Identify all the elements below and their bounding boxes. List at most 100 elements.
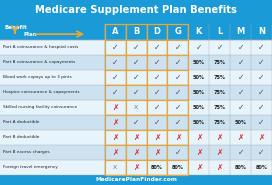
Text: 50%: 50%	[193, 60, 205, 65]
Bar	[147, 130, 168, 145]
Bar	[168, 40, 188, 55]
Text: ✗: ✗	[133, 148, 139, 157]
Bar	[126, 160, 147, 175]
Text: B: B	[133, 27, 139, 36]
Text: ✓: ✓	[133, 73, 139, 82]
Bar	[105, 55, 126, 70]
Bar	[168, 55, 188, 70]
Text: K: K	[196, 27, 202, 36]
Text: Benefit: Benefit	[4, 25, 27, 30]
Text: 80%: 80%	[235, 165, 247, 170]
Text: Part B coinsurance & copayments: Part B coinsurance & copayments	[3, 60, 76, 64]
Text: ✓: ✓	[175, 73, 181, 82]
Text: 75%: 75%	[214, 120, 226, 125]
Bar	[147, 145, 168, 160]
Text: X: X	[134, 105, 138, 110]
Text: ✓: ✓	[258, 88, 265, 97]
Text: ✓: ✓	[175, 103, 181, 112]
Bar	[126, 100, 147, 115]
Text: ✓: ✓	[237, 43, 244, 52]
Text: L: L	[217, 27, 222, 36]
Bar	[105, 100, 126, 115]
Bar	[0, 85, 272, 100]
Bar	[0, 145, 272, 160]
Bar	[0, 115, 272, 130]
Bar	[168, 85, 188, 100]
Bar	[147, 70, 168, 85]
Text: 50%: 50%	[193, 105, 205, 110]
Text: ✓: ✓	[258, 148, 265, 157]
Text: ✗: ✗	[258, 133, 265, 142]
Bar	[126, 55, 147, 70]
Text: ✗: ✗	[237, 133, 244, 142]
Text: 50%: 50%	[235, 120, 247, 125]
Bar	[168, 115, 188, 130]
Bar	[105, 115, 126, 130]
Bar	[126, 130, 147, 145]
Text: ✓: ✓	[133, 43, 139, 52]
Text: Part B excess charges: Part B excess charges	[3, 150, 50, 154]
Text: 80%: 80%	[151, 165, 163, 170]
Text: 80%: 80%	[172, 165, 184, 170]
Text: ✓: ✓	[258, 58, 265, 67]
Bar	[126, 85, 147, 100]
Text: 75%: 75%	[214, 75, 226, 80]
Text: ✗: ✗	[154, 148, 160, 157]
Text: Medicare Supplement Plan Benefits: Medicare Supplement Plan Benefits	[35, 5, 237, 15]
Bar	[168, 100, 188, 115]
Bar	[0, 40, 272, 55]
Text: 50%: 50%	[193, 90, 205, 95]
Text: ✓: ✓	[237, 73, 244, 82]
Text: ✓: ✓	[258, 103, 265, 112]
Text: ✓: ✓	[237, 88, 244, 97]
Text: ✓: ✓	[258, 73, 265, 82]
Text: 75%: 75%	[214, 90, 226, 95]
Bar	[105, 24, 126, 40]
Bar	[126, 145, 147, 160]
Bar	[147, 55, 168, 70]
Text: ✓: ✓	[133, 118, 139, 127]
Text: M: M	[237, 27, 245, 36]
Text: ✓: ✓	[217, 43, 223, 52]
Bar	[168, 70, 188, 85]
Bar	[147, 40, 168, 55]
Bar	[126, 70, 147, 85]
Text: ✓: ✓	[175, 43, 181, 52]
Text: N: N	[258, 27, 265, 36]
Text: Blood work copays up to 3 pints: Blood work copays up to 3 pints	[3, 75, 72, 79]
Text: ✗: ✗	[217, 133, 223, 142]
Text: ✗: ✗	[175, 133, 181, 142]
Text: MedicarePlanFinder.com: MedicarePlanFinder.com	[95, 177, 177, 182]
Text: ✓: ✓	[112, 43, 118, 52]
Text: ✗: ✗	[133, 133, 139, 142]
Text: D: D	[153, 27, 160, 36]
Bar	[0, 160, 272, 175]
Text: ✗: ✗	[196, 148, 202, 157]
Text: ✓: ✓	[258, 118, 265, 127]
Text: ✗: ✗	[196, 133, 202, 142]
Text: ✓: ✓	[133, 58, 139, 67]
Text: Skilled nursing facility coinsurance: Skilled nursing facility coinsurance	[3, 105, 78, 109]
Text: 75%: 75%	[214, 60, 226, 65]
Text: ✓: ✓	[112, 73, 118, 82]
Bar	[0, 130, 272, 145]
Text: ✓: ✓	[175, 58, 181, 67]
Text: ✓: ✓	[237, 58, 244, 67]
Text: ✓: ✓	[196, 43, 202, 52]
Bar	[0, 55, 272, 70]
Text: X: X	[113, 165, 117, 170]
Bar	[147, 160, 168, 175]
Text: ✓: ✓	[112, 58, 118, 67]
Bar	[0, 100, 272, 115]
Text: ✓: ✓	[175, 148, 181, 157]
Bar	[168, 160, 188, 175]
Bar	[105, 40, 126, 55]
Text: ✗: ✗	[217, 163, 223, 172]
Text: ✗: ✗	[133, 163, 139, 172]
Text: ✓: ✓	[175, 88, 181, 97]
Text: ✗: ✗	[112, 148, 118, 157]
Text: ✗: ✗	[112, 133, 118, 142]
Text: ✓: ✓	[154, 58, 160, 67]
Bar	[147, 100, 168, 115]
Text: 50%: 50%	[193, 120, 205, 125]
